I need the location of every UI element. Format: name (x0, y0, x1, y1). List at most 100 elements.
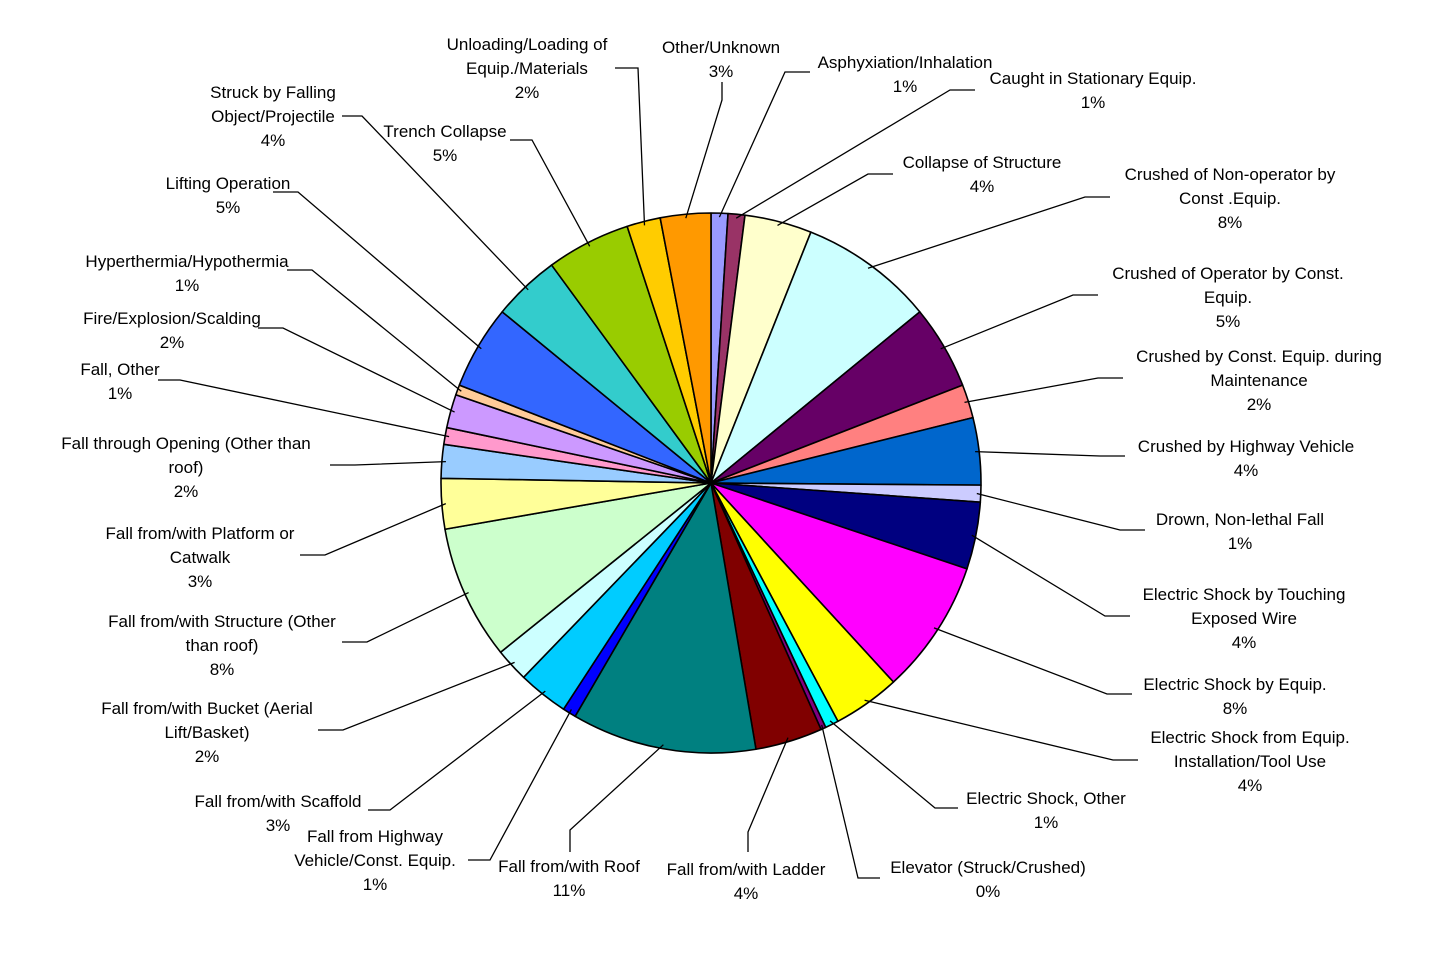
slice-label-fall-from-with-roof: Fall from/with Roof 11% (498, 857, 640, 900)
slice-label-unloading-loading-of-equip-materials: Unloading/Loading of Equip./Materials 2% (447, 35, 608, 102)
slice-label-line: Caught in Stationary Equip. (990, 69, 1197, 88)
leader-line-electric-shock-from-equip-installation-tool-use (864, 699, 1138, 761)
slice-percent: 1% (175, 276, 200, 295)
slice-percent: 1% (1228, 534, 1253, 553)
slice-label-line: Asphyxiation/Inhalation (818, 53, 993, 72)
leader-line-fall-from-with-structure-other-than-roof (342, 592, 469, 643)
slice-label-crushed-by-highway-vehicle: Crushed by Highway Vehicle 4% (1138, 437, 1354, 480)
slice-label-line: roof) (169, 458, 204, 477)
slice-percent: 8% (1223, 699, 1248, 718)
slice-percent: 1% (893, 77, 918, 96)
slice-label-line: Catwalk (170, 548, 231, 567)
slice-label-fall-from-with-platform-or-catwalk: Fall from/with Platform or Catwalk 3% (106, 524, 295, 591)
slice-percent: 2% (1247, 395, 1272, 414)
leader-line-electric-shock-by-equip (933, 627, 1132, 695)
slice-label-fall-from-with-ladder: Fall from/with Ladder 4% (667, 860, 826, 903)
slice-percent: 1% (1081, 93, 1106, 112)
slice-percent: 4% (970, 177, 995, 196)
slice-label-line: Unloading/Loading of (447, 35, 608, 54)
slice-percent: 8% (210, 660, 235, 679)
leader-line-unloading-loading-of-equip-materials (615, 67, 646, 226)
slice-label-line: Crushed of Operator by Const. (1112, 264, 1344, 283)
slice-percent: 1% (108, 384, 133, 403)
leader-line-fall-from-with-bucket-aerial-lift-basket (318, 661, 515, 731)
slice-label-fall-other: Fall, Other 1% (80, 360, 160, 403)
slice-label-line: Fire/Explosion/Scalding (83, 309, 261, 328)
slice-label-line: Fall from/with Platform or (106, 524, 295, 543)
slice-label-line: Fall from/with Ladder (667, 860, 826, 879)
slice-label-fall-from-with-structure-other-than-roof: Fall from/with Structure (Other than roof… (108, 612, 336, 679)
slice-label-line: Object/Projectile (211, 107, 335, 126)
slice-label-line: Installation/Tool Use (1174, 752, 1326, 771)
slice-label-lifting-operation: Lifting Operation 5% (166, 174, 291, 217)
leader-line-fall-from-with-platform-or-catwalk (300, 503, 447, 556)
slice-label-line: Collapse of Structure (903, 153, 1062, 172)
slice-label-fall-through-opening-other-than-roof: Fall through Opening (Other than roof) 2% (61, 434, 310, 501)
slice-percent: 4% (734, 884, 759, 903)
slice-label-electric-shock-by-touching-exposed-wire: Electric Shock by Touching Exposed Wire 4% (1143, 585, 1346, 652)
leader-line-fall-other (158, 379, 450, 438)
slice-percent: 2% (515, 83, 540, 102)
leader-line-fall-from-with-scaffold (368, 690, 546, 811)
leader-line-drown-non-lethal-fall (976, 492, 1145, 531)
slice-label-fire-explosion-scalding: Fire/Explosion/Scalding 2% (83, 309, 261, 352)
slice-label-asphyxiation-inhalation: Asphyxiation/Inhalation 1% (818, 53, 993, 96)
slice-label-line: Hyperthermia/Hypothermia (85, 252, 289, 271)
leader-line-hyperthermia-hypothermia (287, 269, 462, 392)
leader-line-fall-through-opening-other-than-roof (330, 460, 446, 466)
slice-label-line: Electric Shock, Other (966, 789, 1126, 808)
slice-label-line: Other/Unknown (662, 38, 780, 57)
slice-percent: 0% (976, 882, 1001, 901)
slice-label-line: Crushed by Const. Equip. during (1136, 347, 1382, 366)
slice-label-line: Crushed of Non-operator by (1125, 165, 1336, 184)
leader-line-fire-explosion-scalding (258, 327, 455, 413)
slice-label-line: Struck by Falling (210, 83, 336, 102)
leader-line-crushed-by-const-equip-during-maintenance (964, 377, 1123, 404)
slice-label-line: Fall from/with Scaffold (195, 792, 362, 811)
leader-line-crushed-of-non-operator-by-const-equip (867, 196, 1110, 269)
slice-label-fall-from-highway-vehicle-const-equip: Fall from Highway Vehicle/Const. Equip. 1% (294, 827, 456, 894)
slice-percent: 5% (216, 198, 241, 217)
slice-label-line: Const .Equip. (1179, 189, 1281, 208)
slice-label-line: Electric Shock by Touching (1143, 585, 1346, 604)
slice-label-crushed-of-operator-by-const-equip: Crushed of Operator by Const. Equip. 5% (1112, 264, 1344, 331)
slice-label-line: Electric Shock by Equip. (1143, 675, 1326, 694)
leader-lines (158, 67, 1145, 879)
slice-label-line: Fall from/with Structure (Other (108, 612, 336, 631)
pie-slice-electric-shock-by-equip (710, 482, 968, 683)
slice-label-line: Fall, Other (80, 360, 160, 379)
slice-label-drown-non-lethal-fall: Drown, Non-lethal Fall 1% (1156, 510, 1324, 553)
pie-slice-crushed-of-non-operator-by-const-equip (710, 231, 921, 484)
slice-label-line: Elevator (Struck/Crushed) (890, 858, 1086, 877)
slice-percent: 5% (1216, 312, 1241, 331)
slice-label-fall-from-with-bucket-aerial-lift-basket: Fall from/with Bucket (Aerial Lift/Basket… (101, 699, 313, 766)
slice-label-crushed-by-const-equip-during-maintenance: Crushed by Const. Equip. during Maintenan… (1136, 347, 1382, 414)
leader-line-electric-shock-other (829, 720, 958, 809)
leader-line-crushed-of-operator-by-const-equip (940, 294, 1098, 350)
pie-slice-fall-from-with-roof (574, 482, 757, 754)
slice-percent: 1% (1034, 813, 1059, 832)
slice-label-fall-from-with-scaffold: Fall from/with Scaffold 3% (195, 792, 362, 835)
slice-label-line: Fall from Highway (307, 827, 444, 846)
leader-line-fall-from-highway-vehicle-const-equip (468, 709, 572, 861)
slice-percent: 4% (1238, 776, 1263, 795)
slice-label-line: Trench Collapse (383, 122, 506, 141)
slice-percent: 3% (188, 572, 213, 591)
slice-label-elevator-struck-crushed: Elevator (Struck/Crushed) 0% (890, 858, 1086, 901)
slice-percent: 4% (1234, 461, 1259, 480)
leader-line-trench-collapse (510, 139, 591, 247)
slice-percent: 3% (709, 62, 734, 81)
leader-line-lifting-operation (273, 191, 482, 350)
pie-slices (440, 212, 982, 754)
slice-label-electric-shock-from-equip-installation-tool-use: Electric Shock from Equip. Installation/T… (1150, 728, 1349, 795)
pie-slice-other-unknown (659, 212, 712, 484)
slice-percent: 1% (363, 875, 388, 894)
leader-line-other-unknown (685, 82, 723, 219)
slice-percent: 4% (261, 131, 286, 150)
slice-percent: 2% (174, 482, 199, 501)
slice-label-line: than roof) (186, 636, 259, 655)
slice-label-other-unknown: Other/Unknown 3% (662, 38, 780, 81)
slice-label-line: Fall through Opening (Other than (61, 434, 310, 453)
slice-label-line: Drown, Non-lethal Fall (1156, 510, 1324, 529)
